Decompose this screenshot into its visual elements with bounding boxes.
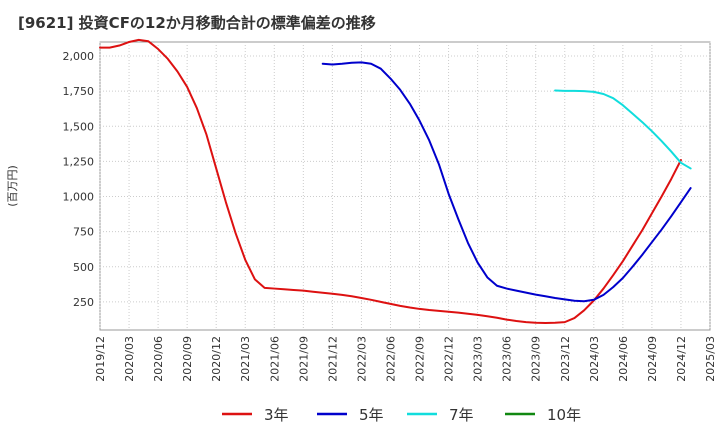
x-tick-label: 2023/03 [472, 336, 485, 382]
x-tick-label: 2019/12 [94, 336, 107, 382]
y-tick-label: 1,500 [63, 120, 95, 133]
y-tick-label: 1,750 [63, 85, 95, 98]
legend-label-3年: 3年 [264, 406, 289, 424]
y-tick-label: 1,250 [63, 155, 95, 168]
x-tick-label: 2020/03 [123, 336, 136, 382]
y-tick-label: 1,000 [63, 191, 95, 204]
legend-layer: 3年 5年 7年 10年 [222, 406, 581, 424]
y-tick-label: 500 [73, 261, 94, 274]
y-tick-label: 250 [73, 296, 94, 309]
x-tick-label: 2024/03 [588, 336, 601, 382]
x-tick-label: 2020/12 [210, 336, 223, 382]
x-tick-label: 2020/09 [181, 336, 194, 382]
axis-layer: 250 500 750 1,000 1,250 1,500 1,750 2,000 2019/1… [6, 50, 717, 382]
x-tick-label: 2024/06 [617, 336, 630, 382]
y-tick-label: 750 [73, 226, 94, 239]
legend-label-10年: 10年 [547, 406, 581, 424]
x-tick-label: 2021/12 [326, 336, 339, 382]
series-line-5年 [321, 61, 692, 303]
x-tick-label: 2022/03 [355, 336, 368, 382]
x-tick-label: 2024/12 [675, 336, 688, 382]
x-tick-label: 2022/06 [384, 336, 397, 382]
x-tick-label: 2020/06 [152, 336, 165, 382]
x-tick-label: 2022/12 [443, 336, 456, 382]
x-tick-label: 2021/09 [297, 336, 310, 382]
x-tick-label: 2024/09 [646, 336, 659, 382]
y-tick-label: 2,000 [63, 50, 95, 63]
series-line-7年 [554, 89, 692, 170]
x-tick-label: 2022/09 [414, 336, 427, 382]
legend-label-5年: 5年 [359, 406, 384, 424]
legend-label-7年: 7年 [449, 406, 474, 424]
y-axis-label: (百万円) [6, 165, 19, 207]
grid-layer [99, 41, 711, 331]
chart-title: [9621] 投資CFの12か月移動合計の標準偏差の推移 [18, 14, 376, 32]
plot-frame [99, 41, 711, 331]
x-tick-label: 2021/03 [239, 336, 252, 382]
x-tick-label: 2021/06 [268, 336, 281, 382]
x-tick-label: 2023/12 [559, 336, 572, 382]
x-tick-label: 2023/06 [501, 336, 514, 382]
series-layer [99, 38, 692, 324]
x-tick-label: 2025/03 [704, 336, 717, 382]
x-tick-label: 2023/09 [530, 336, 543, 382]
series-line-3年 [99, 38, 682, 324]
